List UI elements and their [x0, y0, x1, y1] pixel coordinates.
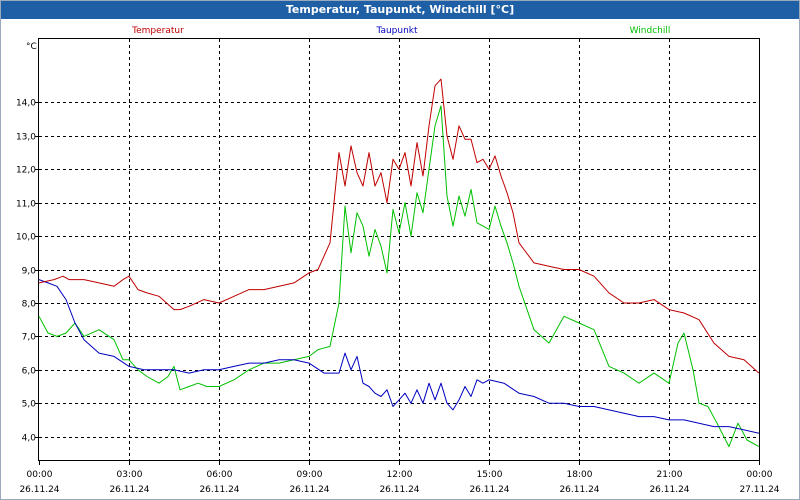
y-tick-label: 9,0 — [22, 267, 37, 277]
y-axis-unit-label: °C — [26, 42, 37, 52]
series-line-temperatur — [38, 78, 760, 374]
y-axis: 4,0 5,0 6,0 7,0 8,0 9,0 10,0 11,0 12,0 13,0 14,0 — [16, 99, 39, 444]
y-tick-label: 8,0 — [22, 300, 37, 310]
y-tick-label: 13,0 — [16, 133, 36, 143]
x-tick-date-label: 27.11.24 — [739, 485, 779, 495]
x-tick-time-label: 03:00 — [117, 470, 143, 480]
y-tick-label: 14,0 — [16, 99, 36, 109]
x-tick-date-label: 26.11.24 — [649, 485, 689, 495]
x-tick-date-label: 26.11.24 — [19, 485, 59, 495]
x-tick-time-label: 12:00 — [387, 470, 413, 480]
x-tick-time-label: 18:00 — [567, 470, 593, 480]
chart-title: Temperatur, Taupunkt, Windchill [°C] — [1, 1, 799, 19]
x-tick-date-label: 26.11.24 — [289, 485, 329, 495]
y-tick-label: 6,0 — [22, 367, 37, 377]
series-line-taupunkt — [38, 279, 760, 434]
y-tick-label: 5,0 — [22, 400, 37, 410]
legend-item-windchill: Windchill — [630, 26, 671, 36]
x-tick-time-label: 09:00 — [297, 470, 323, 480]
x-tick-time-label: 06:00 — [207, 470, 233, 480]
x-tick-date-label: 26.11.24 — [109, 485, 149, 495]
y-tick-label: 4,0 — [22, 434, 37, 444]
legend-item-taupunkt: Taupunkt — [375, 26, 418, 36]
legend: Temperatur Taupunkt Windchill — [131, 26, 670, 36]
grid-lines — [39, 39, 759, 460]
x-tick-date-label: 26.11.24 — [559, 485, 599, 495]
y-tick-label: 11,0 — [16, 200, 36, 210]
x-tick-time-label: 00:00 — [27, 470, 53, 480]
x-tick-time-label: 00:00 — [747, 470, 773, 480]
x-tick-time-label: 21:00 — [657, 470, 683, 480]
y-tick-label: 7,0 — [22, 333, 37, 343]
series-line-windchill — [38, 105, 760, 448]
x-axis: 00:00 26.11.24 03:00 26.11.24 06:00 26.11.24 0… — [19, 460, 780, 495]
series-lines — [38, 78, 760, 448]
x-tick-date-label: 26.11.24 — [469, 485, 509, 495]
y-tick-label: 10,0 — [16, 233, 36, 243]
legend-item-temperatur: Temperatur — [131, 26, 184, 36]
x-tick-time-label: 15:00 — [477, 470, 503, 480]
x-tick-date-label: 26.11.24 — [379, 485, 419, 495]
y-tick-label: 12,0 — [16, 166, 36, 176]
x-tick-date-label: 26.11.24 — [199, 485, 239, 495]
